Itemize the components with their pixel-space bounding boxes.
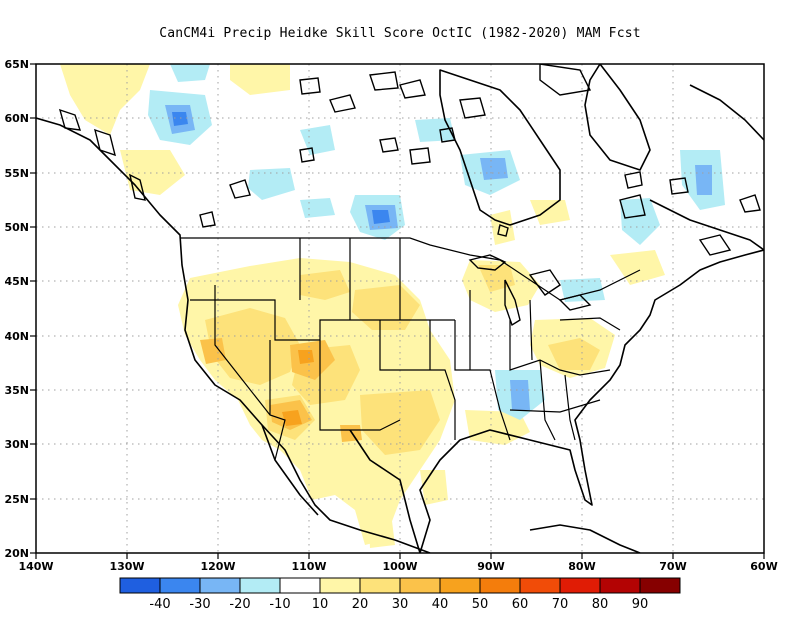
lakes-and-islands (58, 64, 761, 327)
colorbar-label: 20 (352, 597, 369, 612)
colorbar-label: 50 (472, 597, 489, 612)
colorbar-swatch (639, 577, 681, 594)
skill-shading (60, 64, 725, 548)
x-tick-label: 60W (750, 560, 777, 573)
colorbar-label: -10 (269, 597, 290, 612)
y-tick-label: 50N (4, 221, 29, 234)
x-tick-label: 90W (477, 560, 504, 573)
y-tick-label: 35N (4, 384, 29, 397)
colorbar-label: 30 (392, 597, 409, 612)
colorbar-swatch (479, 577, 521, 594)
colorbar-swatch (239, 577, 281, 594)
colorbar (119, 577, 681, 594)
y-tick-label: 55N (4, 167, 29, 180)
colorbar-swatch (599, 577, 641, 594)
colorbar-swatch (399, 577, 441, 594)
colorbar-label: 80 (592, 597, 609, 612)
y-tick-label: 30N (4, 438, 29, 451)
x-tick-label: 140W (18, 560, 53, 573)
colorbar-label: 70 (552, 597, 569, 612)
colorbar-swatch (319, 577, 361, 594)
x-tick-label: 130W (109, 560, 144, 573)
x-tick-label: 120W (200, 560, 235, 573)
x-tick-label: 80W (568, 560, 595, 573)
colorbar-swatch (199, 577, 241, 594)
colorbar-label: 40 (432, 597, 449, 612)
y-tick-label: 45N (4, 275, 29, 288)
colorbar-label: 60 (512, 597, 529, 612)
y-tick-label: 60N (4, 112, 29, 125)
colorbar-label: 10 (312, 597, 329, 612)
colorbar-swatch (359, 577, 401, 594)
y-tick-label: 40N (4, 330, 29, 343)
colorbar-label: -20 (229, 597, 250, 612)
x-tick-label: 70W (659, 560, 686, 573)
y-tick-label: 65N (4, 58, 29, 71)
colorbar-swatch (439, 577, 481, 594)
colorbar-label: -40 (149, 597, 170, 612)
state-borders (180, 237, 641, 461)
axis-ticks (30, 63, 765, 559)
y-tick-label: 25N (4, 493, 29, 506)
x-tick-label: 110W (291, 560, 326, 573)
colorbar-label: 90 (632, 597, 649, 612)
lat-lon-grid (36, 64, 764, 553)
colorbar-swatch (119, 577, 161, 594)
y-tick-label: 20N (4, 547, 29, 560)
colorbar-swatch (559, 577, 601, 594)
coastlines (36, 64, 764, 553)
colorbar-label: -30 (189, 597, 210, 612)
colorbar-swatch (279, 577, 321, 594)
x-tick-label: 100W (382, 560, 417, 573)
colorbar-swatch (519, 577, 561, 594)
colorbar-swatch (159, 577, 201, 594)
map-title: CanCM4i Precip Heidke Skill Score OctIC … (159, 26, 641, 41)
